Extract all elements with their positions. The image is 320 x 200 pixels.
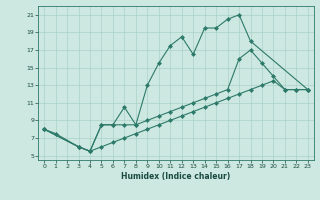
X-axis label: Humidex (Indice chaleur): Humidex (Indice chaleur) xyxy=(121,172,231,181)
